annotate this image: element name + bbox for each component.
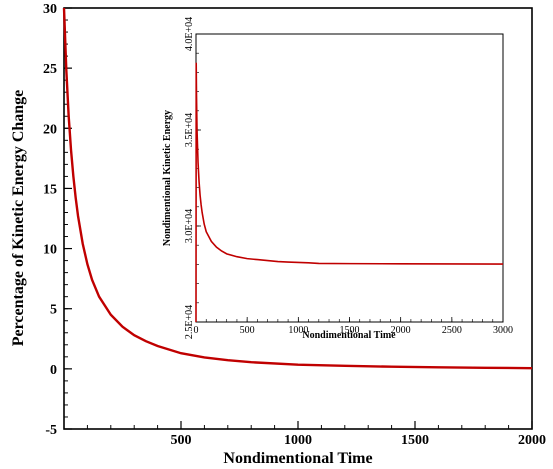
inset-x-tick-label: 3000 — [493, 325, 513, 336]
main-y-axis-title: Percentage of Kinetic Energy Change — [10, 90, 27, 347]
main-x-tick-label: 2000 — [518, 433, 546, 448]
inset-x-tick-label: 1000 — [288, 325, 308, 336]
inset-y-axis-title: Nondimentional Kinetic Energy — [162, 110, 173, 246]
inset-plot-background — [196, 34, 503, 322]
inset-series-line — [195, 62, 504, 323]
inset-x-tick-label: 2000 — [391, 325, 411, 336]
main-y-tick-label: 10 — [43, 243, 57, 258]
main-x-tick-label: 500 — [171, 433, 192, 448]
main-x-tick-label: 1000 — [284, 433, 312, 448]
main-tick-labels: 500 1000 1500 2000 -5 0 5 10 15 20 25 30 — [43, 2, 546, 448]
main-y-tick-label: 0 — [50, 363, 57, 378]
inset-x-tick-label: 1500 — [340, 325, 360, 336]
main-y-tick-label: 25 — [43, 62, 57, 77]
inset-y-tick-label: 4.0E+04 — [184, 17, 195, 51]
main-series-line — [62, 7, 533, 370]
main-x-axis-title: Nondimentional Time — [223, 450, 372, 467]
main-x-tick-label: 1500 — [401, 433, 429, 448]
inset-y-tick-label: 3.5E+04 — [184, 113, 195, 147]
inset-tick-labels: 0 500 1000 1500 2000 2500 3000 2.5E+04 3.0E+04 3.… — [184, 17, 513, 339]
main-y-tick-label: 5 — [50, 303, 57, 318]
inset-y-tick-label: 3.0E+04 — [184, 209, 195, 243]
main-y-tick-label: -5 — [45, 423, 57, 438]
inset-x-tick-label: 2500 — [442, 325, 462, 336]
main-y-tick-label: 20 — [43, 122, 57, 137]
inset-y-tick-label: 2.5E+04 — [184, 305, 195, 339]
main-y-tick-label: 15 — [43, 182, 57, 197]
main-y-tick-label: 30 — [43, 2, 57, 17]
inset-ticks — [195, 33, 504, 323]
inset-x-axis-title: Nondimentional Time — [302, 330, 396, 341]
main-plot: 500 1000 1500 2000 -5 0 5 10 15 20 25 30 Nondimenti… — [10, 2, 546, 467]
inset-x-tick-label: 0 — [194, 325, 199, 336]
main-ticks — [63, 7, 533, 430]
inset-plot: 0 500 1000 1500 2000 2500 3000 2.5E+04 3.0E+04 3.… — [162, 17, 513, 341]
inset-x-tick-label: 500 — [240, 325, 255, 336]
